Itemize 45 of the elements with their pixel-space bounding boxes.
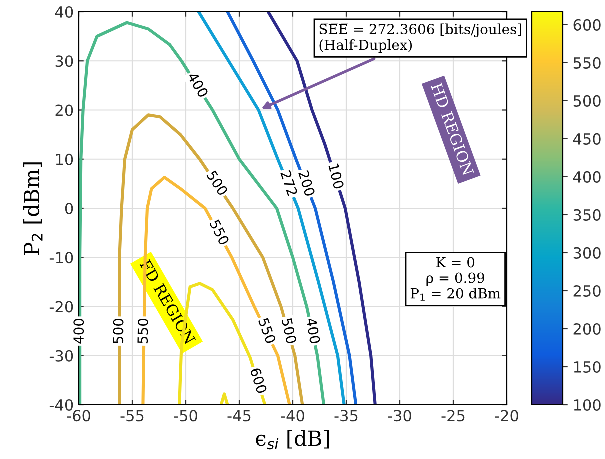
color-bar-label: 550 xyxy=(574,57,601,69)
y-tick-label: -10 xyxy=(50,252,74,264)
text: 400 xyxy=(187,72,210,98)
text: 200 xyxy=(298,170,316,197)
color-bar-label: 150 xyxy=(574,361,601,374)
y-tick-label: 0 xyxy=(65,202,74,215)
text: 100 xyxy=(328,164,345,190)
x-tick-label: -45 xyxy=(228,410,251,422)
x-tick-label: -25 xyxy=(442,410,465,422)
color-bar-label: 500 xyxy=(574,95,601,107)
color-bar-label: 350 xyxy=(574,209,601,221)
text: 550 xyxy=(258,318,277,344)
x-tick-label: -30 xyxy=(388,410,412,422)
y-tick-label: -30 xyxy=(50,350,74,362)
annotation: S̅E̅E̅ = 272.3606 [bits/joules] (Half-Duplex) xyxy=(320,24,522,53)
y-axis-title: P$_{2}$ [dBm] xyxy=(23,162,43,256)
text: 600 xyxy=(250,368,268,394)
y-tick-label: 30 xyxy=(56,56,74,68)
text: 272 xyxy=(280,170,298,196)
x-tick-label: -40 xyxy=(281,410,304,422)
text: 550 xyxy=(210,219,230,246)
text: 550 xyxy=(138,318,149,344)
x-axis-title: ϵ$_{si}$ [dB] xyxy=(256,430,330,450)
color-bar-label: 450 xyxy=(573,133,601,145)
y-tick-label: -40 xyxy=(50,399,74,412)
x-tick-label: -20 xyxy=(495,410,518,422)
color-bar-label: 250 xyxy=(574,285,601,297)
x-tick-label: -60 xyxy=(67,410,90,422)
y-tick-label: 40 xyxy=(55,6,74,18)
x-tick-label: -35 xyxy=(334,410,358,422)
x-tick-label: -55 xyxy=(120,410,144,422)
y-tick-label: 10 xyxy=(56,154,74,166)
color-bar-label: 100 xyxy=(574,399,601,412)
text: 500 xyxy=(282,318,298,344)
text: 500 xyxy=(113,318,124,344)
color-bar-label: 600 xyxy=(574,19,601,31)
annotation: K = 0 ρ = 0.99 P$_{1}$ = 20 dBm xyxy=(410,257,501,301)
color-bar-label: 400 xyxy=(573,171,601,183)
x-tick-label: -50 xyxy=(174,410,198,422)
color-bar-label: 300 xyxy=(574,247,601,259)
text: 400 xyxy=(306,318,321,344)
y-tick-label: -20 xyxy=(50,301,74,313)
color-bar-label: 200 xyxy=(574,323,601,336)
y-tick-label: 20 xyxy=(56,104,74,116)
text: 400 xyxy=(74,318,84,344)
